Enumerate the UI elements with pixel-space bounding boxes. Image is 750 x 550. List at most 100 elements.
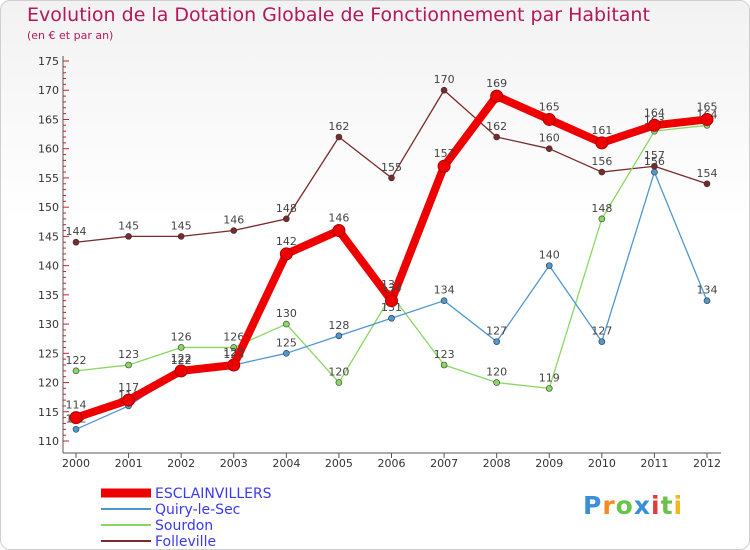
y-tick-label: 160 bbox=[38, 143, 59, 156]
data-point bbox=[332, 224, 346, 238]
data-point bbox=[440, 297, 448, 304]
data-label: 126 bbox=[223, 330, 244, 343]
data-label: 162 bbox=[328, 120, 349, 133]
data-point bbox=[174, 364, 188, 378]
data-point bbox=[125, 233, 132, 240]
logo-letter: x bbox=[633, 491, 651, 520]
x-tick-label: 2000 bbox=[62, 457, 90, 470]
logo-letter: i bbox=[673, 491, 684, 520]
data-point bbox=[703, 297, 711, 304]
data-point bbox=[490, 89, 504, 103]
data-label: 120 bbox=[486, 366, 507, 379]
data-label: 154 bbox=[697, 167, 718, 180]
y-tick-label: 125 bbox=[38, 347, 59, 360]
data-label: 142 bbox=[276, 235, 297, 248]
data-point bbox=[125, 361, 132, 369]
legend-label: Quiry-le-Sec bbox=[155, 502, 240, 518]
x-tick-label: 2011 bbox=[640, 457, 668, 470]
data-point bbox=[230, 227, 238, 234]
x-tick-label: 2009 bbox=[535, 457, 563, 470]
data-label: 169 bbox=[486, 77, 507, 90]
data-label: 122 bbox=[171, 352, 192, 365]
data-point bbox=[283, 320, 290, 328]
series-sourdon: 122123126126130120135123120119148163164 bbox=[66, 108, 718, 392]
x-tick-label: 2001 bbox=[115, 457, 143, 470]
data-point bbox=[440, 361, 448, 369]
logo-letter: t bbox=[660, 491, 674, 520]
chart-subtitle: (en € et par an) bbox=[27, 29, 114, 42]
data-label: 126 bbox=[171, 330, 192, 343]
data-point bbox=[335, 332, 343, 340]
data-label: 156 bbox=[644, 155, 665, 168]
data-label: 134 bbox=[381, 282, 402, 295]
data-point bbox=[388, 174, 395, 182]
chart-title: Evolution de la Dotation Globale de Fonc… bbox=[27, 4, 650, 26]
data-point bbox=[283, 350, 290, 357]
y-tick-label: 120 bbox=[38, 377, 59, 390]
data-label: 156 bbox=[591, 155, 612, 168]
data-label: 170 bbox=[434, 73, 455, 86]
data-point bbox=[545, 262, 553, 269]
data-point bbox=[545, 145, 553, 152]
y-tick-label: 145 bbox=[38, 230, 59, 243]
data-point bbox=[493, 133, 500, 141]
data-label: 144 bbox=[66, 225, 87, 238]
data-point bbox=[595, 136, 609, 150]
data-label: 157 bbox=[434, 147, 455, 160]
data-label: 123 bbox=[223, 346, 244, 359]
data-point bbox=[72, 426, 80, 433]
data-label: 125 bbox=[276, 336, 297, 349]
data-label: 164 bbox=[644, 106, 665, 119]
data-label: 134 bbox=[434, 284, 455, 297]
data-label: 157 bbox=[644, 149, 665, 162]
data-point bbox=[440, 86, 448, 94]
data-point bbox=[283, 215, 290, 223]
x-tick-label: 2002 bbox=[167, 457, 195, 470]
data-point bbox=[227, 358, 241, 372]
data-point bbox=[651, 168, 658, 176]
x-tick-label: 2007 bbox=[430, 457, 458, 470]
data-label: 155 bbox=[381, 161, 402, 174]
data-label: 165 bbox=[697, 100, 718, 113]
data-point bbox=[385, 294, 398, 308]
data-label: 148 bbox=[276, 202, 297, 215]
data-label: 123 bbox=[118, 348, 139, 361]
data-point bbox=[493, 379, 500, 386]
x-tick-label: 2005 bbox=[325, 457, 353, 470]
legend-label: Sourdon bbox=[155, 518, 213, 534]
data-label: 114 bbox=[66, 399, 87, 412]
data-point bbox=[542, 112, 556, 126]
x-tick-label: 2003 bbox=[220, 457, 248, 470]
data-label: 123 bbox=[434, 348, 455, 361]
data-point bbox=[598, 168, 606, 176]
x-tick-label: 2008 bbox=[483, 457, 511, 470]
data-point bbox=[177, 344, 185, 351]
data-point bbox=[230, 344, 238, 351]
x-tick-label: 2004 bbox=[272, 457, 300, 470]
data-label: 122 bbox=[66, 354, 87, 367]
data-point bbox=[72, 238, 80, 246]
logo-letter: i bbox=[651, 491, 661, 520]
data-point bbox=[598, 215, 606, 223]
y-tick-label: 175 bbox=[38, 55, 59, 68]
y-tick-label: 155 bbox=[38, 172, 59, 185]
data-label: 145 bbox=[171, 219, 192, 232]
x-tick-label: 2006 bbox=[378, 457, 406, 470]
data-point bbox=[545, 385, 553, 392]
logo-letter: P bbox=[583, 491, 603, 520]
proxiti-logo: Proxiti bbox=[583, 491, 683, 520]
data-label: 146 bbox=[223, 214, 244, 227]
y-tick-label: 115 bbox=[38, 406, 59, 419]
data-label: 127 bbox=[486, 325, 507, 338]
data-label: 145 bbox=[118, 219, 139, 232]
data-point bbox=[388, 314, 395, 322]
data-label: 119 bbox=[539, 371, 560, 384]
data-label: 134 bbox=[697, 284, 718, 297]
data-label: 148 bbox=[591, 202, 612, 215]
y-tick-label: 140 bbox=[38, 260, 59, 273]
logo-letter: o bbox=[615, 491, 634, 520]
y-tick-label: 130 bbox=[38, 318, 59, 331]
data-label: 160 bbox=[539, 132, 560, 145]
